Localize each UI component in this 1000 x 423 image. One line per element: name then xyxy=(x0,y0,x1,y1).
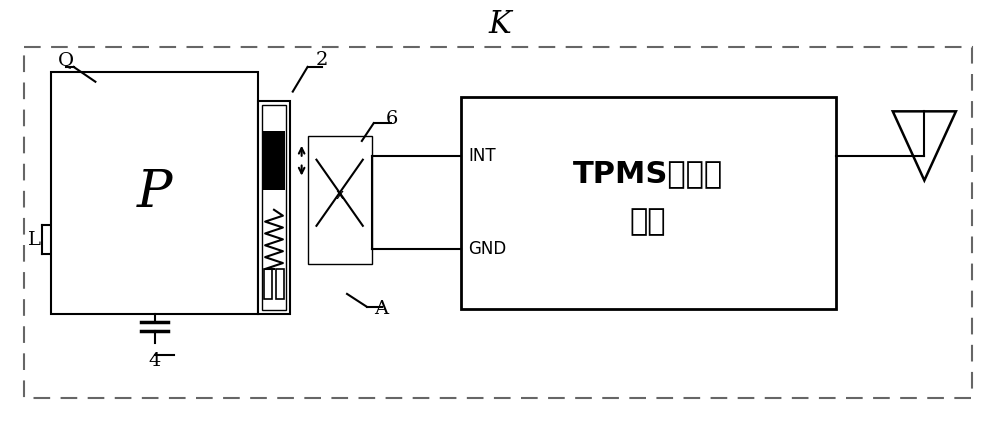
Text: Q: Q xyxy=(58,51,74,69)
Text: 6: 6 xyxy=(385,110,398,128)
Bar xyxy=(308,136,372,264)
Text: P: P xyxy=(137,167,172,218)
Text: A: A xyxy=(375,300,389,318)
Bar xyxy=(263,131,285,190)
Bar xyxy=(264,269,272,299)
Text: L: L xyxy=(28,231,41,249)
Bar xyxy=(258,102,290,313)
Polygon shape xyxy=(893,111,956,181)
Text: GND: GND xyxy=(468,240,507,258)
Bar xyxy=(24,47,972,398)
Bar xyxy=(262,105,286,310)
Bar xyxy=(276,269,284,299)
Text: x: x xyxy=(336,188,344,202)
Text: 2: 2 xyxy=(316,51,329,69)
Bar xyxy=(51,72,258,313)
Text: K: K xyxy=(489,9,511,40)
Text: INT: INT xyxy=(468,147,496,165)
Bar xyxy=(312,156,367,230)
Text: TPMS传感器
电路: TPMS传感器 电路 xyxy=(573,159,723,236)
Text: 4: 4 xyxy=(148,352,161,370)
Bar xyxy=(461,96,836,309)
